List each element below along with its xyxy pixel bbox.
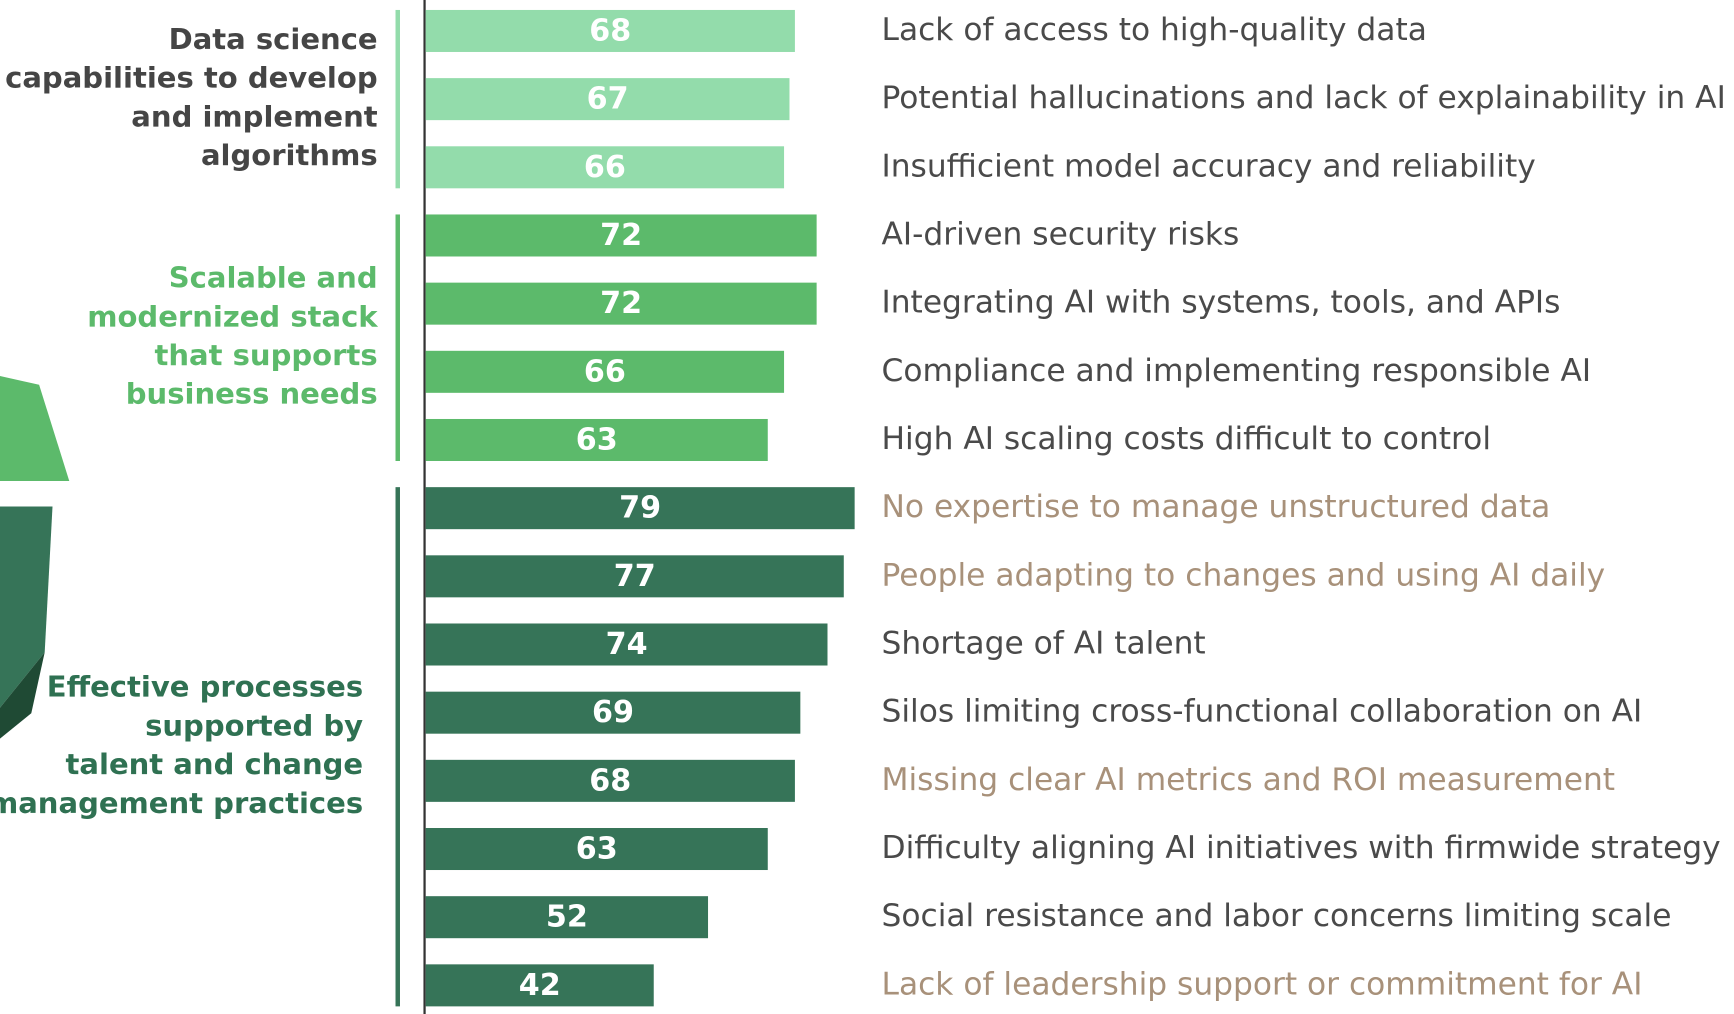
group-label: and implement [131, 100, 378, 134]
category-label: Insufficient model accuracy and reliabil… [882, 148, 1536, 184]
value-label: 52 [546, 900, 588, 935]
chart: Data science capabilities to develop and i… [0, 0, 1734, 1014]
group-label: Data science [169, 22, 378, 56]
value-label: 68 [589, 764, 631, 799]
group-label: modernized stack [87, 299, 378, 333]
category-label: Difficulty aligning AI initiatives with … [882, 830, 1721, 866]
category-label: AI-driven security risks [882, 217, 1240, 253]
category-label: High AI scaling costs difficult to contr… [882, 421, 1491, 457]
category-label: Social resistance and labor concerns lim… [882, 898, 1672, 934]
group-label: Effective processes [47, 670, 363, 704]
value-label: 42 [519, 968, 561, 1003]
value-label: 66 [584, 355, 626, 390]
category-label: Silos limiting cross-functional collabor… [882, 694, 1643, 730]
category-label: Lack of leadership support or commitment… [882, 966, 1643, 1002]
category-label: Missing clear AI metrics and ROI measure… [882, 762, 1616, 798]
value-label: 66 [584, 150, 626, 185]
group-label: talent and change [66, 747, 364, 781]
value-label: 69 [592, 695, 634, 730]
value-label: 63 [576, 832, 618, 867]
group-bracket [396, 214, 400, 461]
group-bracket [396, 10, 400, 188]
value-label: 79 [619, 491, 661, 526]
group-bracket [396, 487, 400, 1006]
category-label: Integrating AI with systems, tools, and … [882, 285, 1561, 321]
value-label: 67 [587, 82, 629, 117]
group-label: supported by [145, 709, 363, 743]
category-label: People adapting to changes and using AI … [882, 557, 1606, 593]
group-label: Scalable and [169, 261, 378, 295]
value-label: 74 [606, 627, 648, 662]
group-label: business needs [126, 377, 378, 411]
category-label: Shortage of AI talent [882, 626, 1206, 662]
value-label: 72 [600, 286, 642, 321]
group-label: management practices [0, 786, 363, 820]
category-label: Lack of access to high-quality data [882, 12, 1427, 48]
decor-shape [0, 376, 69, 481]
group-label: that supports [155, 338, 378, 372]
page: Data science capabilities to develop and i… [0, 0, 1734, 1014]
category-label: No expertise to manage unstructured data [882, 489, 1551, 525]
group-label: capabilities to develop [5, 61, 378, 95]
category-label: Potential hallucinations and lack of exp… [882, 80, 1726, 116]
value-label: 68 [589, 14, 631, 49]
value-label: 72 [600, 218, 642, 253]
value-label: 77 [614, 559, 656, 594]
group-label: algorithms [201, 138, 378, 172]
category-label: Compliance and implementing responsible … [882, 353, 1592, 389]
value-label: 63 [576, 423, 618, 458]
